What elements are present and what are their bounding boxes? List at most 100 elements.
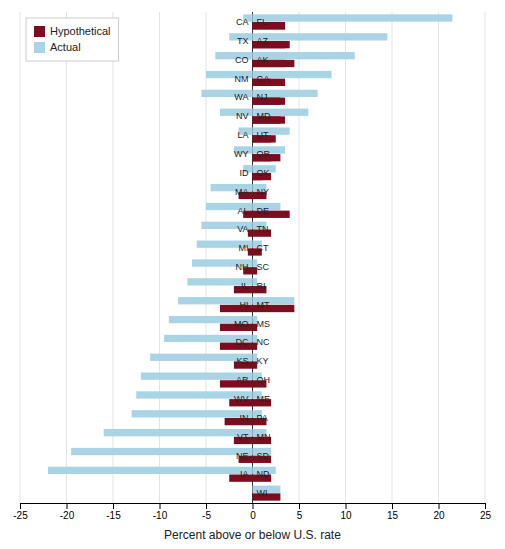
x-axis-line [21,504,486,510]
row-label: NE [236,451,249,461]
row-label: KS [236,356,248,366]
row-label: MS [257,319,271,329]
legend-label: Actual [50,41,81,53]
row-label: DE [257,206,270,216]
row-label: KY [257,356,269,366]
bar [71,448,252,455]
row-label: WI [257,488,268,498]
row-label: GA [257,74,270,84]
row-label: MI [239,243,249,253]
bars [48,14,453,500]
row-label: TX [237,36,249,46]
bar [248,248,253,255]
row-label: OH [257,375,271,385]
row-label: AK [257,55,269,65]
row-label: ND [257,469,270,479]
row-label: SC [257,262,270,272]
row-label: IN [240,413,249,423]
grid-line [438,12,439,503]
x-tick-mark [160,503,161,509]
row-label: NC [257,337,270,347]
grid-line [20,12,21,503]
x-tick-label: 25 [480,510,492,521]
row-label: TN [257,224,269,234]
row-label: NV [236,111,249,121]
x-tick-label: -10 [153,510,168,521]
x-axis-title: Percent above or below U.S. rate [164,528,341,542]
row-label: AR [236,375,249,385]
legend-box [26,18,119,61]
x-tick-mark [113,503,114,509]
x-tick-mark [67,503,68,509]
plot: CATXCONMWANVLAWYIDMAALVAMINHILHIMODCKSAR… [13,12,491,542]
x-tick-label: 20 [433,510,445,521]
x-tick-label: -5 [202,510,211,521]
grid-line [345,12,346,503]
row-label: LA [237,130,248,140]
row-label: WA [234,92,248,102]
x-tick-label: -20 [60,510,75,521]
row-label: NY [257,187,270,197]
legend-swatch [34,42,45,53]
x-tick: 10 [340,503,352,521]
x-tick: -25 [13,503,28,521]
grid [20,12,485,503]
x-tick: -10 [153,503,168,521]
x-tick-label: 15 [387,510,399,521]
row-label: CT [257,243,269,253]
x-tick-mark [485,503,486,509]
row-label: ID [240,168,250,178]
x-tick: -5 [202,503,211,521]
row-label: NH [236,262,249,272]
row-label: VT [237,432,249,442]
row-label: MD [257,111,271,121]
x-tick: 0 [250,503,256,521]
legend-swatch [34,26,45,37]
row-label: RI [257,281,266,291]
row-label: MA [235,187,249,197]
x-tick-label: -15 [106,510,121,521]
grid-line [299,12,300,503]
x-tick-mark [439,503,440,509]
x-tick-label: 0 [250,510,256,521]
bar [253,14,453,21]
x-tick: 25 [480,503,492,521]
legend-entry: Actual [34,41,81,53]
row-label: IA [240,469,249,479]
grid-line [66,12,67,503]
x-tick-label: -25 [13,510,28,521]
row-label: OK [257,168,270,178]
x-tick-mark [253,503,254,509]
x-tick-mark [346,503,347,509]
row-label: HI [240,300,249,310]
grid-line [485,12,486,503]
row-label: WY [234,149,249,159]
x-tick: 15 [387,503,399,521]
row-label: IL [241,281,249,291]
row-label: MO [234,319,249,329]
x-tick: -20 [60,503,75,521]
x-tick-label: 10 [340,510,352,521]
legend-label: Hypothetical [50,25,111,37]
bar [104,429,253,436]
x-tick-mark [392,503,393,509]
row-label: OR [257,149,271,159]
row-label: AZ [257,36,269,46]
x-tick-label: 5 [297,510,303,521]
row-label: NJ [257,92,268,102]
bar [253,33,388,40]
row-label: CA [236,17,249,27]
x-tick-mark [20,503,21,509]
x-tick: -15 [106,503,121,521]
x-tick: 5 [297,503,303,521]
row-label: FL [257,17,268,27]
legend-entry: Hypothetical [34,25,111,37]
row-label: MN [257,432,271,442]
x-tick: 20 [433,503,445,521]
row-label: DC [236,337,249,347]
x-tick-mark [206,503,207,509]
bar [132,410,253,417]
row-label: VA [237,224,248,234]
legend: Hypothetical Actual [26,18,119,61]
bar [48,467,253,474]
